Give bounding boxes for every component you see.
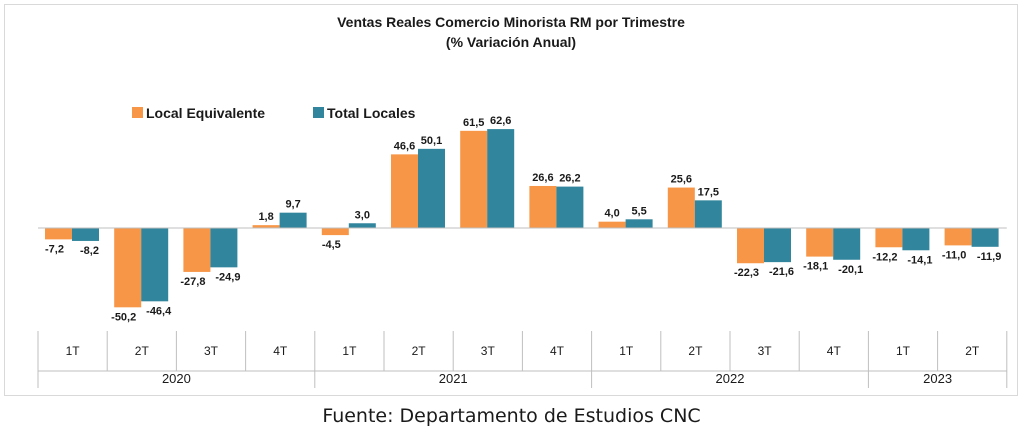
chart-frame: Ventas Reales Comercio Minorista RM por … [4,4,1018,396]
bar-total-locales [279,212,307,228]
data-label-total-locales: -20,1 [838,264,863,276]
bar-local-equivalente [598,221,626,228]
data-labels-layer: -7,2 -8,2 -50,2 -46,4 -27,8 -24,9 1,8 9,7 -4,5 3,… [45,115,1001,323]
bar-total-locales [348,223,376,228]
data-label-total-locales: -46,4 [146,305,172,317]
data-label-local-equivalente: -27,8 [180,276,205,288]
bar-local-equivalente [875,228,903,248]
bar-local-equivalente [806,228,834,257]
category-label: 4T [550,344,565,358]
bar-total-locales [487,129,515,228]
bar-total-locales [141,228,169,302]
data-label-local-equivalente: 25,6 [671,174,692,186]
data-label-local-equivalente: 1,8 [258,211,273,223]
data-label-local-equivalente: 4,0 [604,208,619,220]
year-label: 2022 [716,371,745,386]
legend-label-total-locales: Total Locales [327,105,416,121]
data-label-local-equivalente: -11,0 [942,249,966,261]
category-label: 2T [965,344,980,358]
bar-total-locales [902,228,930,251]
bar-total-locales [971,228,999,247]
source-note: Fuente: Departamento de Estudios CNC [322,405,701,427]
data-label-total-locales: -11,9 [977,251,1001,263]
data-label-local-equivalente: 26,6 [532,172,553,184]
category-label: 3T [204,344,219,358]
category-label: 3T [758,344,773,358]
legend-swatch-total-locales [313,107,324,118]
category-label: 2T [688,344,703,358]
data-label-total-locales: 17,5 [698,186,719,198]
bar-total-locales [694,200,722,228]
bar-local-equivalente [391,154,418,228]
data-label-total-locales: -14,1 [907,254,932,266]
bar-total-locales [72,228,99,241]
data-label-local-equivalente: -12,2 [872,251,897,263]
data-label-local-equivalente: -22,3 [734,267,759,279]
category-label: 1T [619,344,634,358]
bar-local-equivalente [667,187,695,228]
data-label-total-locales: -24,9 [215,271,240,283]
data-label-local-equivalente: -50,2 [111,311,136,323]
bar-total-locales [210,228,238,268]
bar-local-equivalente [944,228,972,246]
category-label: 2T [412,344,427,358]
data-label-local-equivalente: -7,2 [45,243,64,255]
category-label: 1T [342,344,357,358]
bar-local-equivalente [737,228,764,264]
legend-swatch-local-equivalente [132,107,143,118]
category-label: 2T [135,344,150,358]
data-label-local-equivalente: 46,6 [394,140,415,152]
bar-total-locales [625,219,653,228]
bar-local-equivalente [183,228,211,272]
bar-total-locales [764,228,791,263]
data-label-total-locales: 5,5 [631,205,646,217]
data-label-total-locales: 62,6 [490,115,511,127]
chart-title: Ventas Reales Comercio Minorista RM por … [337,14,685,30]
bar-total-locales [833,228,861,260]
legend-label-local-equivalente: Local Equivalente [146,105,265,121]
bar-local-equivalente [114,228,142,308]
category-label: 1T [896,344,911,358]
data-label-total-locales: -8,2 [80,245,99,257]
data-label-local-equivalente: -4,5 [322,239,341,251]
category-label: 4T [273,344,288,358]
data-label-total-locales: -21,6 [769,266,794,278]
data-label-local-equivalente: 61,5 [463,117,484,129]
year-label: 2023 [923,371,952,386]
bar-chart: Ventas Reales Comercio Minorista RM por … [37,14,1008,388]
bar-local-equivalente [252,225,280,228]
data-label-total-locales: 26,2 [559,173,580,185]
data-label-total-locales: 3,0 [355,209,370,221]
bar-local-equivalente [460,130,488,228]
bar-local-equivalente [321,228,349,236]
category-label: 1T [66,344,81,358]
data-label-total-locales: 9,7 [285,199,300,211]
bar-local-equivalente [45,228,72,240]
data-label-local-equivalente: -18,1 [803,261,828,273]
category-label: 3T [481,344,496,358]
bar-total-locales [556,186,584,228]
category-axis: 1T 2T 3T 4T 1T 2T 3T 4T 1T 2T 3T 4T 1T 2T 2020 2021 2022… [37,227,1008,388]
bar-local-equivalente [529,185,557,228]
year-label: 2020 [162,371,191,386]
chart-subtitle: (% Variación Anual) [446,34,576,50]
bars-layer [45,129,999,308]
data-label-total-locales: 50,1 [421,135,442,147]
bar-total-locales [418,148,445,228]
year-label: 2021 [439,371,468,386]
category-label: 4T [827,344,842,358]
